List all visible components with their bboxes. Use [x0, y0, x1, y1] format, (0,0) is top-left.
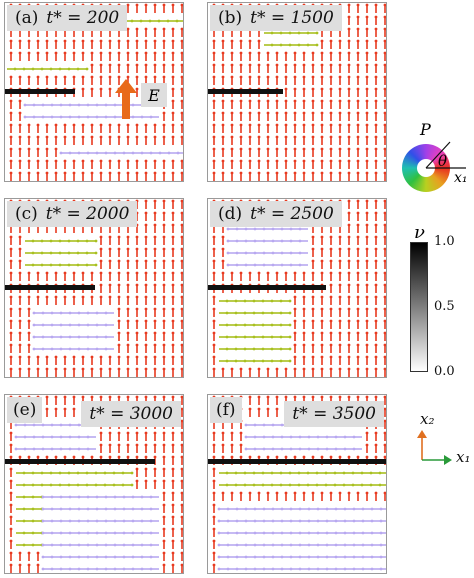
panel-f-time: t* = 3500 [292, 404, 376, 424]
panel-a-tag: (a) [15, 8, 39, 28]
panel-e-tag-box: (e) [7, 397, 43, 423]
coordinate-axes: x₂ x₁ [412, 410, 474, 490]
panel-e: (e) t* = 3000 [4, 394, 184, 574]
panel-a: (a) t* = 200 E [4, 2, 184, 182]
panel-f-tag: (f) [216, 400, 236, 420]
axis-x2-label: x₂ [420, 410, 435, 428]
axes-arrows-icon [417, 430, 452, 465]
panel-b: (b) t* = 1500 [207, 2, 387, 182]
panel-a-time: t* = 200 [46, 8, 120, 28]
angle-label: θ [438, 152, 448, 170]
panel-e-crack [5, 459, 155, 464]
panel-d-crack [208, 285, 326, 290]
panel-b-crack [208, 89, 283, 94]
panel-b-label: (b) t* = 1500 [210, 5, 342, 31]
panel-a-label: (a) t* = 200 [7, 5, 128, 31]
colorbar-legend: ν 1.0 0.5 0.0 [400, 222, 472, 382]
colorbar-tick-min: 0.0 [434, 364, 455, 379]
panel-c-tag: (c) [15, 204, 38, 224]
panel-e-tag: (e) [13, 400, 37, 420]
panel-c-label: (c) t* = 2000 [7, 201, 138, 227]
panel-e-time-box: t* = 3000 [81, 401, 181, 427]
panel-c: (c) t* = 2000 [4, 198, 184, 378]
panel-d-tag: (d) [218, 204, 243, 224]
panel-b-time: t* = 1500 [250, 8, 334, 28]
panel-c-time: t* = 2000 [45, 204, 130, 224]
panel-e-time: t* = 3000 [89, 404, 173, 424]
axis-x1-label: x₁ [456, 448, 471, 466]
panel-b-tag: (b) [218, 8, 243, 28]
colorbar-label: ν [414, 222, 425, 243]
panel-b-vector-field [208, 3, 386, 181]
panel-f: (f) t* = 3500 [207, 394, 387, 574]
panel-a-crack [5, 89, 75, 94]
panel-f-tag-box: (f) [210, 397, 242, 423]
colorbar-tick-max: 1.0 [434, 234, 455, 249]
panel-c-crack [5, 285, 95, 290]
field-arrow-label: E [141, 83, 167, 107]
polarization-wheel-legend: P θ x₁ [396, 120, 472, 200]
panel-d-time: t* = 2500 [250, 204, 334, 224]
panel-d: (d) t* = 2500 [207, 198, 387, 378]
angle-indicator-icon [425, 141, 466, 169]
wheel-axis-label: x₁ [454, 170, 468, 186]
colorbar-tick-mid: 0.5 [434, 299, 455, 314]
panel-d-label: (d) t* = 2500 [210, 201, 342, 227]
field-arrow-icon [115, 79, 137, 119]
polarization-label: P [420, 120, 431, 139]
panel-f-time-box: t* = 3500 [284, 401, 384, 427]
colorbar-gradient [410, 242, 428, 372]
panel-f-crack [208, 459, 386, 464]
